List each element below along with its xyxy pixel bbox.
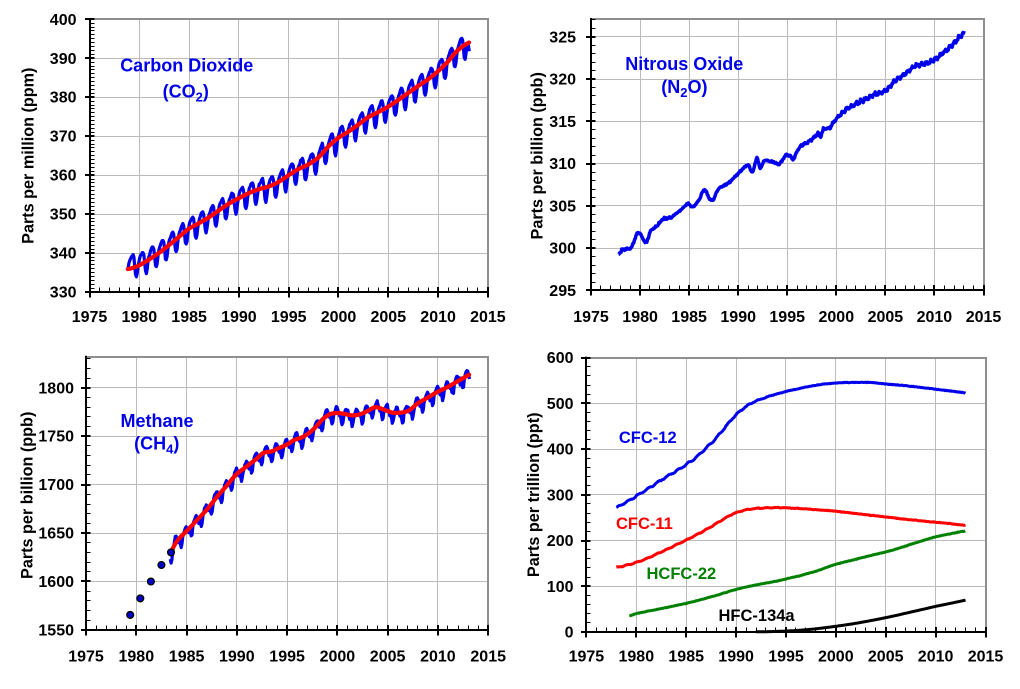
svg-text:1990: 1990 bbox=[718, 649, 754, 666]
svg-text:2005: 2005 bbox=[868, 309, 904, 326]
svg-text:1975: 1975 bbox=[72, 309, 108, 326]
svg-text:400: 400 bbox=[547, 442, 574, 459]
svg-text:Parts per billion (ppb): Parts per billion (ppb) bbox=[19, 412, 37, 579]
svg-text:1985: 1985 bbox=[169, 649, 205, 666]
svg-text:1650: 1650 bbox=[38, 526, 74, 543]
svg-text:300: 300 bbox=[547, 487, 574, 504]
svg-text:2000: 2000 bbox=[819, 309, 855, 326]
svg-text:390: 390 bbox=[50, 51, 77, 68]
svg-text:330: 330 bbox=[50, 285, 77, 302]
svg-text:1990: 1990 bbox=[221, 309, 257, 326]
svg-text:1985: 1985 bbox=[671, 309, 707, 326]
svg-text:2000: 2000 bbox=[818, 649, 854, 666]
svg-text:360: 360 bbox=[50, 168, 77, 185]
svg-text:Parts per billion (ppb): Parts per billion (ppb) bbox=[529, 72, 547, 239]
svg-text:100: 100 bbox=[547, 579, 574, 596]
svg-text:1975: 1975 bbox=[569, 649, 605, 666]
svg-text:300: 300 bbox=[549, 241, 576, 258]
svg-text:1995: 1995 bbox=[271, 309, 307, 326]
svg-text:325: 325 bbox=[549, 29, 576, 46]
svg-text:500: 500 bbox=[547, 396, 574, 413]
svg-text:(N2O): (N2O) bbox=[661, 77, 707, 100]
svg-text:(CH4): (CH4) bbox=[134, 434, 179, 457]
svg-text:Parts per million (ppm): Parts per million (ppm) bbox=[20, 68, 38, 244]
svg-text:295: 295 bbox=[549, 283, 576, 300]
svg-text:Methane: Methane bbox=[120, 411, 193, 431]
svg-text:2010: 2010 bbox=[420, 309, 456, 326]
svg-text:Carbon Dioxide: Carbon Dioxide bbox=[120, 56, 253, 76]
svg-text:Parts per trillion (ppt): Parts per trillion (ppt) bbox=[525, 413, 543, 578]
svg-text:1980: 1980 bbox=[119, 649, 155, 666]
svg-text:1980: 1980 bbox=[122, 309, 158, 326]
svg-text:305: 305 bbox=[549, 198, 576, 215]
svg-text:(CO2): (CO2) bbox=[163, 81, 209, 104]
svg-text:340: 340 bbox=[50, 246, 77, 263]
svg-text:1995: 1995 bbox=[269, 649, 305, 666]
svg-text:2015: 2015 bbox=[968, 649, 1004, 666]
svg-text:2010: 2010 bbox=[420, 649, 456, 666]
svg-text:1995: 1995 bbox=[768, 649, 804, 666]
svg-text:1975: 1975 bbox=[68, 649, 104, 666]
svg-text:1990: 1990 bbox=[219, 649, 255, 666]
svg-text:320: 320 bbox=[549, 72, 576, 89]
svg-text:2010: 2010 bbox=[918, 649, 954, 666]
svg-text:CFC-11: CFC-11 bbox=[616, 515, 673, 533]
svg-text:2015: 2015 bbox=[470, 649, 506, 666]
svg-text:315: 315 bbox=[549, 114, 576, 131]
svg-text:1700: 1700 bbox=[38, 477, 74, 494]
svg-text:200: 200 bbox=[547, 533, 574, 550]
svg-text:HFC-134a: HFC-134a bbox=[719, 607, 796, 625]
svg-text:380: 380 bbox=[50, 90, 77, 107]
svg-text:0: 0 bbox=[565, 625, 574, 642]
svg-text:2010: 2010 bbox=[917, 309, 953, 326]
svg-text:2005: 2005 bbox=[868, 649, 904, 666]
svg-text:1550: 1550 bbox=[38, 622, 74, 639]
svg-text:1980: 1980 bbox=[622, 309, 658, 326]
svg-text:1990: 1990 bbox=[720, 309, 756, 326]
svg-text:1600: 1600 bbox=[38, 574, 74, 591]
svg-text:Nitrous Oxide: Nitrous Oxide bbox=[625, 54, 743, 74]
svg-text:CFC-12: CFC-12 bbox=[619, 429, 677, 447]
svg-text:1750: 1750 bbox=[38, 429, 74, 446]
svg-text:1980: 1980 bbox=[619, 649, 655, 666]
svg-text:2005: 2005 bbox=[370, 649, 406, 666]
svg-text:1975: 1975 bbox=[573, 309, 609, 326]
svg-text:1985: 1985 bbox=[171, 309, 207, 326]
svg-text:2015: 2015 bbox=[470, 309, 506, 326]
svg-text:1800: 1800 bbox=[38, 380, 74, 397]
svg-text:1985: 1985 bbox=[668, 649, 704, 666]
svg-text:HCFC-22: HCFC-22 bbox=[647, 565, 717, 583]
svg-text:400: 400 bbox=[50, 12, 77, 29]
svg-text:370: 370 bbox=[50, 129, 77, 146]
svg-text:350: 350 bbox=[50, 207, 77, 224]
svg-text:2005: 2005 bbox=[371, 309, 407, 326]
svg-text:310: 310 bbox=[549, 156, 576, 173]
svg-text:2015: 2015 bbox=[966, 309, 1002, 326]
svg-text:2000: 2000 bbox=[321, 309, 357, 326]
svg-text:2000: 2000 bbox=[320, 649, 356, 666]
svg-text:1995: 1995 bbox=[769, 309, 805, 326]
svg-text:600: 600 bbox=[547, 350, 574, 367]
